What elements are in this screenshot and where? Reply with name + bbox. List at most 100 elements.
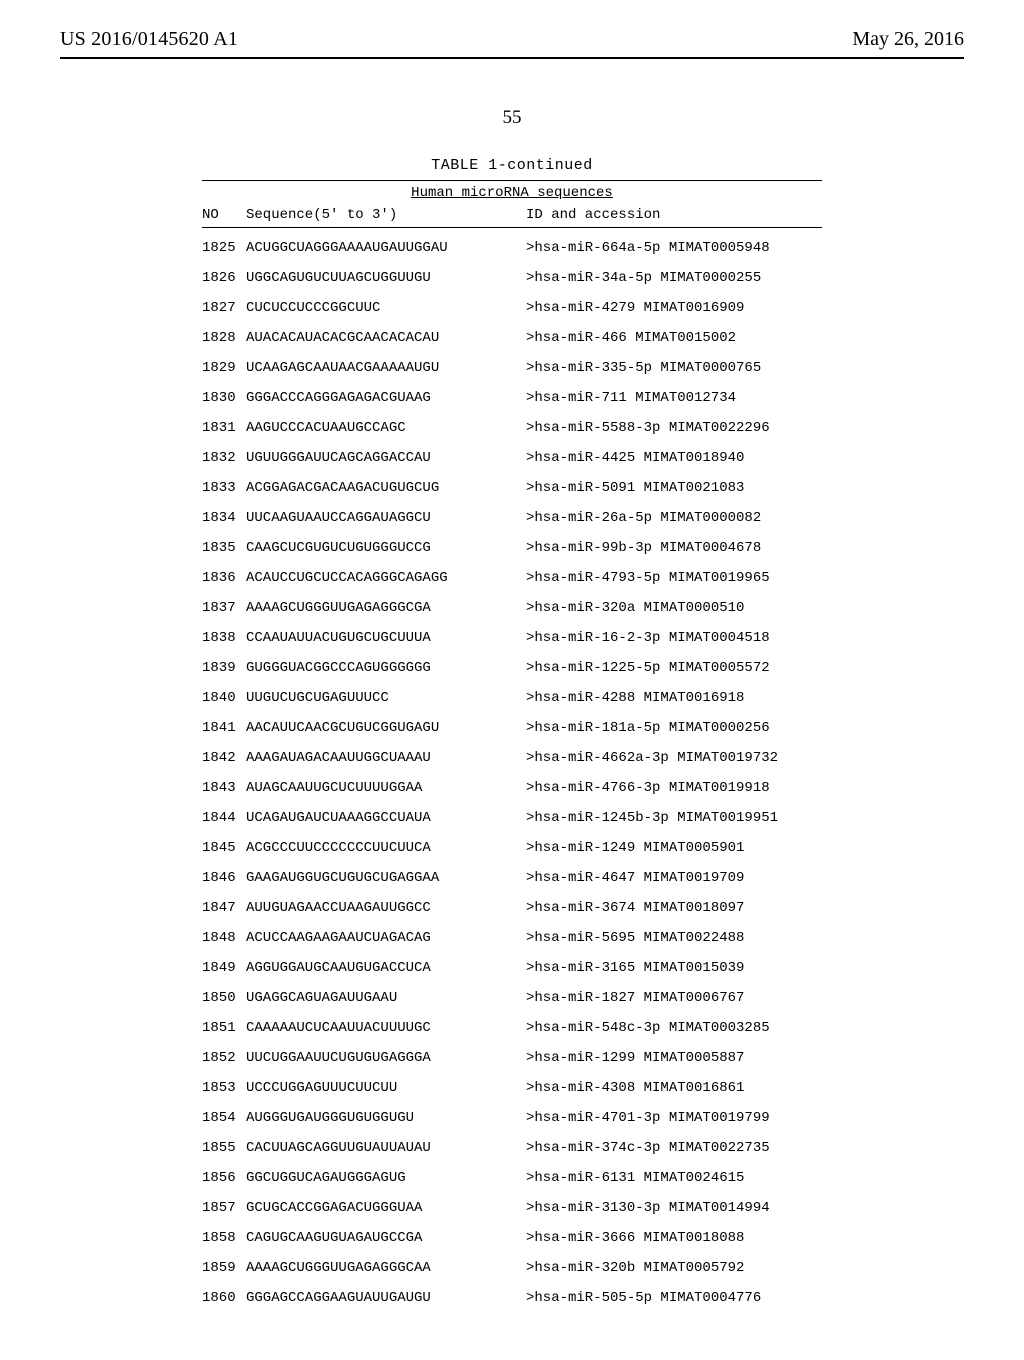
cell-no: 1857 (202, 1200, 246, 1216)
cell-id-accession: >hsa-miR-5588-3p MIMAT0022296 (526, 420, 822, 436)
cell-no: 1838 (202, 630, 246, 646)
cell-id-accession: >hsa-miR-4701-3p MIMAT0019799 (526, 1110, 822, 1126)
table-row: 1845ACGCCCUUCCCCCCCUUCUUCA>hsa-miR-1249 … (202, 840, 822, 856)
cell-no: 1845 (202, 840, 246, 856)
cell-id-accession: >hsa-miR-5091 MIMAT0021083 (526, 480, 822, 496)
cell-sequence: CUCUCCUCCCGGCUUC (246, 300, 526, 316)
cell-sequence: UUCUGGAAUUCUGUGUGAGGGA (246, 1050, 526, 1066)
table-row: 1839GUGGGUACGGCCCAGUGGGGGG>hsa-miR-1225-… (202, 660, 822, 676)
cell-no: 1841 (202, 720, 246, 736)
cell-id-accession: >hsa-miR-374c-3p MIMAT0022735 (526, 1140, 822, 1156)
cell-sequence: ACGGAGACGACAAGACUGUGCUG (246, 480, 526, 496)
cell-sequence: CAAAAAUCUCAAUUACUUUUGC (246, 1020, 526, 1036)
table-rule-header (202, 227, 822, 228)
cell-sequence: AGGUGGAUGCAAUGUGACCUCA (246, 960, 526, 976)
cell-sequence: GGGAGCCAGGAAGUAUUGAUGU (246, 1290, 526, 1306)
cell-id-accession: >hsa-miR-548c-3p MIMAT0003285 (526, 1020, 822, 1036)
cell-sequence: UUCAAGUAAUCCAGGAUAGGCU (246, 510, 526, 526)
cell-sequence: AUGGGUGAUGGGUGUGGUGU (246, 1110, 526, 1126)
cell-id-accession: >hsa-miR-1245b-3p MIMAT0019951 (526, 810, 822, 826)
cell-sequence: AUACACAUACACGCAACACACAU (246, 330, 526, 346)
table-row: 1842AAAGAUAGACAAUUGGCUAAAU>hsa-miR-4662a… (202, 750, 822, 766)
cell-no: 1835 (202, 540, 246, 556)
table-row: 1848ACUCCAAGAAGAAUCUAGACAG>hsa-miR-5695 … (202, 930, 822, 946)
cell-sequence: AAAGAUAGACAAUUGGCUAAAU (246, 750, 526, 766)
cell-no: 1854 (202, 1110, 246, 1126)
cell-id-accession: >hsa-miR-3165 MIMAT0015039 (526, 960, 822, 976)
cell-id-accession: >hsa-miR-335-5p MIMAT0000765 (526, 360, 822, 376)
cell-sequence: UUGUCUGCUGAGUUUCC (246, 690, 526, 706)
cell-sequence: AUUGUAGAACCUAAGAUUGGCC (246, 900, 526, 916)
cell-id-accession: >hsa-miR-6131 MIMAT0024615 (526, 1170, 822, 1186)
cell-id-accession: >hsa-miR-4425 MIMAT0018940 (526, 450, 822, 466)
cell-id-accession: >hsa-miR-4766-3p MIMAT0019918 (526, 780, 822, 796)
cell-no: 1825 (202, 240, 246, 256)
cell-id-accession: >hsa-miR-320a MIMAT0000510 (526, 600, 822, 616)
cell-id-accession: >hsa-miR-34a-5p MIMAT0000255 (526, 270, 822, 286)
cell-id-accession: >hsa-miR-1249 MIMAT0005901 (526, 840, 822, 856)
table-row: 1835CAAGCUCGUGUCUGUGGGUCCG>hsa-miR-99b-3… (202, 540, 822, 556)
cell-sequence: CACUUAGCAGGUUGUAUUAUAU (246, 1140, 526, 1156)
cell-no: 1847 (202, 900, 246, 916)
cell-sequence: GCUGCACCGGAGACUGGGUAA (246, 1200, 526, 1216)
cell-id-accession: >hsa-miR-181a-5p MIMAT0000256 (526, 720, 822, 736)
table-row: 1851CAAAAAUCUCAAUUACUUUUGC>hsa-miR-548c-… (202, 1020, 822, 1036)
cell-id-accession: >hsa-miR-1827 MIMAT0006767 (526, 990, 822, 1006)
cell-no: 1827 (202, 300, 246, 316)
table-row: 1828AUACACAUACACGCAACACACAU>hsa-miR-466 … (202, 330, 822, 346)
table-row: 1840UUGUCUGCUGAGUUUCC>hsa-miR-4288 MIMAT… (202, 690, 822, 706)
cell-no: 1826 (202, 270, 246, 286)
cell-no: 1837 (202, 600, 246, 616)
table-row: 1856GGCUGGUCAGAUGGGAGUG>hsa-miR-6131 MIM… (202, 1170, 822, 1186)
cell-id-accession: >hsa-miR-3130-3p MIMAT0014994 (526, 1200, 822, 1216)
cell-id-accession: >hsa-miR-1299 MIMAT0005887 (526, 1050, 822, 1066)
cell-no: 1858 (202, 1230, 246, 1246)
publication-number: US 2016/0145620 A1 (60, 28, 238, 51)
cell-no: 1831 (202, 420, 246, 436)
cell-id-accession: >hsa-miR-505-5p MIMAT0004776 (526, 1290, 822, 1306)
table-row: 1857GCUGCACCGGAGACUGGGUAA>hsa-miR-3130-3… (202, 1200, 822, 1216)
cell-no: 1859 (202, 1260, 246, 1276)
table-row: 1829UCAAGAGCAAUAACGAAAAAUGU>hsa-miR-335-… (202, 360, 822, 376)
page-number: 55 (60, 107, 964, 129)
col-header-id: ID and accession (526, 207, 822, 223)
table-row: 1847AUUGUAGAACCUAAGAUUGGCC>hsa-miR-3674 … (202, 900, 822, 916)
cell-no: 1850 (202, 990, 246, 1006)
cell-id-accession: >hsa-miR-4662a-3p MIMAT0019732 (526, 750, 822, 766)
cell-sequence: UGAGGCAGUAGAUUGAAU (246, 990, 526, 1006)
cell-sequence: AAAAGCUGGGUUGAGAGGGCAA (246, 1260, 526, 1276)
table-row: 1830GGGACCCAGGGAGAGACGUAAG>hsa-miR-711 M… (202, 390, 822, 406)
table-row: 1838CCAAUAUUACUGUGCUGCUUUA>hsa-miR-16-2-… (202, 630, 822, 646)
cell-no: 1834 (202, 510, 246, 526)
table-caption: TABLE 1-continued (202, 157, 822, 174)
page: US 2016/0145620 A1 May 26, 2016 55 TABLE… (0, 0, 1024, 1360)
table-row: 1843AUAGCAAUUGCUCUUUUGGAA>hsa-miR-4766-3… (202, 780, 822, 796)
cell-no: 1833 (202, 480, 246, 496)
table-row: 1855CACUUAGCAGGUUGUAUUAUAU>hsa-miR-374c-… (202, 1140, 822, 1156)
table-row: 1834UUCAAGUAAUCCAGGAUAGGCU>hsa-miR-26a-5… (202, 510, 822, 526)
cell-sequence: GUGGGUACGGCCCAGUGGGGGG (246, 660, 526, 676)
table-rule-top (202, 180, 822, 181)
cell-no: 1842 (202, 750, 246, 766)
cell-sequence: ACUGGCUAGGGAAAAUGAUUGGAU (246, 240, 526, 256)
cell-no: 1851 (202, 1020, 246, 1036)
table-row: 1859AAAAGCUGGGUUGAGAGGGCAA>hsa-miR-320b … (202, 1260, 822, 1276)
cell-id-accession: >hsa-miR-664a-5p MIMAT0005948 (526, 240, 822, 256)
cell-no: 1829 (202, 360, 246, 376)
cell-no: 1843 (202, 780, 246, 796)
sequence-table: TABLE 1-continued Human microRNA sequenc… (202, 157, 822, 1306)
table-row: 1846GAAGAUGGUGCUGUGCUGAGGAA>hsa-miR-4647… (202, 870, 822, 886)
table-row: 1844UCAGAUGAUCUAAAGGCCUAUA>hsa-miR-1245b… (202, 810, 822, 826)
cell-sequence: GAAGAUGGUGCUGUGCUGAGGAA (246, 870, 526, 886)
cell-no: 1848 (202, 930, 246, 946)
cell-id-accession: >hsa-miR-320b MIMAT0005792 (526, 1260, 822, 1276)
table-body: 1825ACUGGCUAGGGAAAAUGAUUGGAU>hsa-miR-664… (202, 240, 822, 1306)
cell-sequence: UGGCAGUGUCUUAGCUGGUUGU (246, 270, 526, 286)
cell-no: 1846 (202, 870, 246, 886)
table-row: 1825ACUGGCUAGGGAAAAUGAUUGGAU>hsa-miR-664… (202, 240, 822, 256)
cell-sequence: GGGACCCAGGGAGAGACGUAAG (246, 390, 526, 406)
cell-sequence: ACUCCAAGAAGAAUCUAGACAG (246, 930, 526, 946)
table-row: 1852UUCUGGAAUUCUGUGUGAGGGA>hsa-miR-1299 … (202, 1050, 822, 1066)
cell-no: 1852 (202, 1050, 246, 1066)
col-header-seq: Sequence(5' to 3') (246, 207, 526, 223)
